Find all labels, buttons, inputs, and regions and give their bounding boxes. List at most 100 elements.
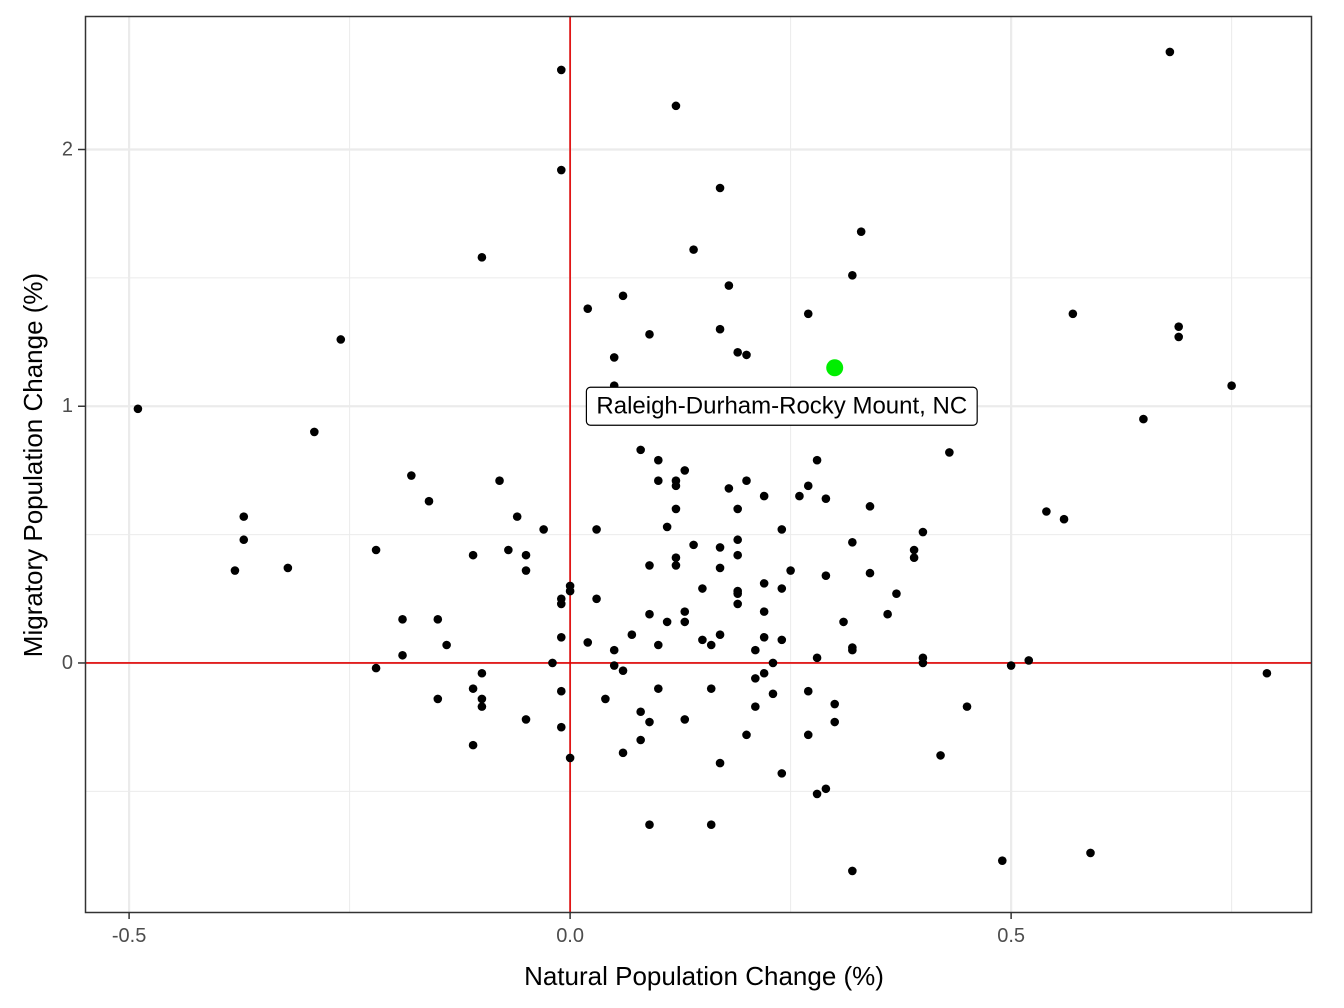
data-point: [671, 101, 681, 111]
data-point: [654, 476, 663, 485]
data-point: [909, 545, 919, 555]
data-point: [821, 494, 831, 503]
data-point: [742, 730, 751, 740]
data-point: [556, 632, 566, 642]
data-point: [733, 535, 742, 545]
data-point: [724, 281, 734, 290]
data-point: [433, 615, 443, 624]
data-point: [803, 730, 813, 740]
data-point: [556, 722, 566, 732]
data-point: [1174, 332, 1183, 342]
data-point: [1086, 848, 1095, 858]
data-point: [495, 476, 504, 485]
data-point: [645, 609, 654, 619]
data-point: [848, 643, 857, 652]
highlight-point: [826, 359, 844, 377]
data-point: [671, 504, 681, 514]
plot-border: [84, 15, 1313, 914]
data-point: [742, 476, 751, 485]
data-point: [239, 512, 249, 521]
data-point: [133, 404, 143, 414]
data-point: [751, 645, 760, 655]
data-point: [556, 594, 566, 604]
data-point: [671, 561, 681, 570]
data-point: [812, 653, 822, 663]
data-point: [733, 348, 742, 357]
data-point: [689, 245, 698, 254]
data-point: [962, 702, 972, 711]
data-point: [521, 566, 531, 575]
data-point: [556, 686, 566, 696]
y-tick-label: 1: [62, 395, 73, 417]
data-point: [504, 545, 513, 555]
data-point: [636, 735, 645, 745]
y-tick-label: 2: [62, 139, 73, 161]
data-point: [556, 65, 566, 75]
reference-lines: [85, 16, 1311, 912]
data-point: [918, 527, 928, 537]
data-point: [892, 589, 901, 598]
data-point: [715, 563, 725, 573]
data-point: [795, 491, 804, 501]
data-point: [671, 553, 681, 563]
data-point: [645, 717, 654, 727]
data-point: [671, 481, 681, 491]
data-point: [609, 661, 619, 670]
data-point: [865, 502, 875, 511]
data-point: [733, 504, 742, 514]
data-point: [936, 751, 945, 760]
data-point: [918, 658, 928, 668]
data-point: [1042, 507, 1051, 516]
data-point: [715, 183, 725, 193]
data-point: [715, 630, 725, 640]
annotation-label: Raleigh-Durham-Rocky Mount, NC: [596, 393, 967, 420]
data-point: [848, 271, 857, 280]
data-point: [477, 668, 487, 678]
data-point: [1174, 322, 1183, 331]
data-point: [759, 668, 769, 678]
data-point: [310, 427, 319, 437]
data-point: [945, 448, 954, 457]
data-point: [565, 753, 575, 763]
data-point: [477, 694, 487, 704]
data-point: [821, 784, 831, 794]
data-point: [777, 769, 787, 778]
data-point: [759, 607, 769, 616]
data-point: [654, 640, 663, 650]
data-point: [724, 484, 734, 493]
x-axis-title: Natural Population Change (%): [524, 961, 884, 991]
data-point: [1024, 656, 1034, 665]
data-point: [468, 550, 478, 560]
data-point: [821, 571, 831, 580]
data-point: [1006, 661, 1016, 670]
data-point: [733, 599, 742, 609]
data-point: [433, 694, 443, 704]
data-point: [680, 466, 690, 475]
data-point: [618, 748, 628, 758]
data-points: [133, 47, 1272, 876]
y-tick-label: 0: [62, 652, 73, 674]
data-point: [803, 481, 813, 491]
data-point: [371, 663, 381, 673]
data-point: [706, 640, 716, 650]
data-point: [636, 445, 645, 455]
data-point: [997, 856, 1007, 865]
data-point: [662, 522, 672, 532]
data-point: [715, 324, 725, 334]
data-point: [751, 702, 760, 711]
data-point: [680, 617, 690, 627]
data-point: [601, 694, 610, 704]
data-point: [521, 715, 531, 724]
data-point: [909, 553, 919, 563]
data-point: [751, 674, 760, 683]
data-point: [407, 471, 416, 480]
data-point: [812, 455, 822, 465]
data-point: [839, 617, 848, 627]
data-point: [618, 291, 628, 301]
data-point: [1262, 668, 1272, 678]
data-point: [715, 543, 725, 552]
data-point: [856, 227, 866, 236]
data-point: [654, 684, 663, 693]
data-point: [662, 617, 672, 627]
